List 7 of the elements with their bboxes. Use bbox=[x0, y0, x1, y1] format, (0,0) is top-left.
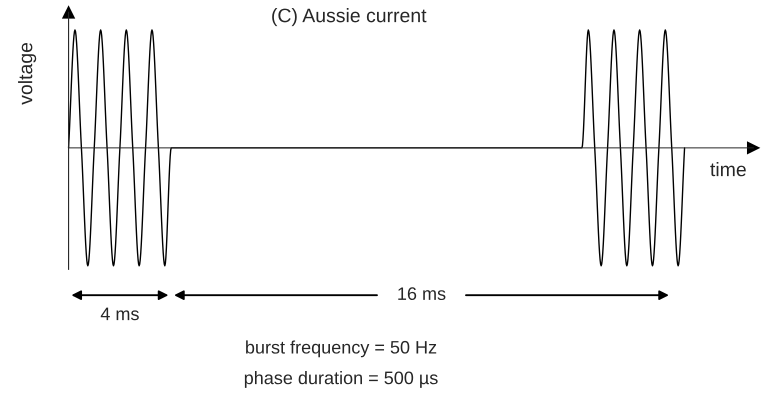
x-axis-title: time bbox=[710, 162, 746, 176]
chart-title: (C) Aussie current bbox=[272, 8, 426, 26]
y-axis-title: voltage bbox=[18, 42, 36, 105]
text: 16 ms bbox=[398, 287, 446, 300]
text: phase duration = 500 µs bbox=[244, 371, 438, 388]
text: 4 ms bbox=[100, 308, 139, 320]
text: burst frequency = 50 Hz bbox=[246, 340, 436, 358]
